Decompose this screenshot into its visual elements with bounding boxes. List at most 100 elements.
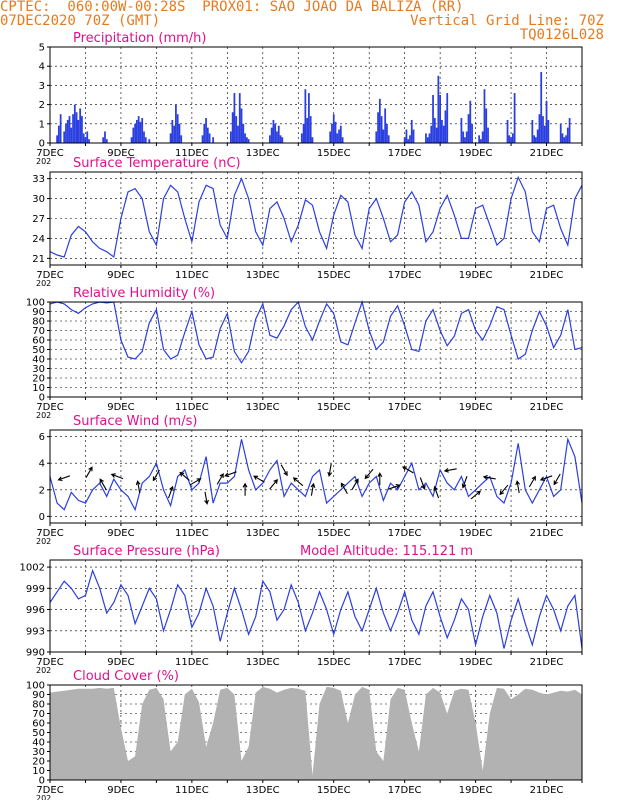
humidity-xtick-label: 7DEC: [36, 402, 63, 413]
humidity-ytick-label: 100: [26, 298, 45, 309]
precipitation-bar: [513, 93, 516, 143]
pressure-xtick-label: 9DEC: [107, 657, 134, 668]
cloud-xtick-label: 7DEC: [36, 785, 63, 796]
precipitation-bar: [387, 135, 390, 143]
cloud-ytick-label: 10: [32, 766, 45, 777]
precipitation-bar: [565, 135, 567, 143]
precipitation-title: Precipitation (mm/h): [73, 31, 206, 46]
humidity-ytick-label: 50: [32, 345, 45, 356]
humidity-xtick-label: 11DEC: [175, 402, 209, 413]
wind-arrow: [528, 475, 536, 488]
humidity-ytick-label: 10: [32, 383, 45, 394]
precipitation-bar: [409, 135, 411, 143]
wind-arrow: [461, 476, 468, 489]
precipitation-bar: [341, 137, 344, 143]
pressure-ytick-label: 999: [26, 584, 45, 595]
wind-arrow: [482, 474, 496, 480]
cloud-ytick-label: 0: [39, 776, 45, 787]
cloud-ytick-label: 60: [32, 719, 45, 730]
precipitation-bar: [137, 116, 140, 143]
precipitation-frame: [49, 46, 583, 144]
precipitation-bar: [508, 135, 511, 143]
precipitation-bar: [66, 119, 69, 143]
precipitation-bar: [178, 123, 181, 143]
precipitation-bar: [235, 116, 238, 143]
precipitation-bar: [334, 121, 337, 143]
wind-arrow: [401, 466, 414, 474]
precipitation-bar: [206, 127, 209, 143]
precipitation-bar: [382, 129, 385, 143]
precipitation-bar: [545, 100, 548, 143]
precipitation-bar: [304, 89, 307, 143]
temperature-ytick-label: 27: [32, 214, 45, 225]
pressure-xtick-label: 17DEC: [388, 657, 422, 668]
wind-ytick-label: 0: [39, 512, 45, 523]
precipitation-bar: [536, 129, 539, 143]
precipitation-bar: [471, 123, 473, 143]
precipitation-bar: [462, 131, 465, 143]
precipitation-bar: [84, 137, 87, 143]
wind-title: Surface Wind (m/s): [73, 414, 197, 429]
precipitation-bar: [132, 127, 135, 143]
cloud-year-label: 202: [36, 794, 51, 800]
precipitation-bar: [233, 93, 236, 143]
precipitation-bar: [56, 135, 58, 143]
precipitation-bar: [464, 137, 466, 143]
wind-xtick-label: 15DEC: [317, 528, 351, 539]
wind-frame: [49, 429, 583, 524]
precipitation-ytick-label: 0: [39, 139, 45, 150]
humidity-xtick-label: 9DEC: [107, 402, 134, 413]
precipitation-bar: [130, 137, 133, 143]
precipitation-bar: [79, 108, 82, 143]
precipitation-bar: [144, 137, 147, 143]
pressure-ytick-label: 993: [26, 626, 45, 637]
wind-arrow: [179, 471, 190, 481]
wind-arrow: [443, 467, 457, 473]
wind-xtick-label: 21DEC: [530, 528, 564, 539]
precipitation-bar: [73, 104, 76, 143]
cloud-ytick-label: 90: [32, 690, 45, 701]
precipitation-bar: [245, 137, 248, 143]
temperature-line: [49, 175, 583, 259]
precipitation-bar: [81, 116, 83, 143]
precipitation-bar: [469, 100, 472, 143]
precipitation-ytick-label: 2: [39, 100, 45, 111]
temperature-xtick-label: 9DEC: [107, 270, 134, 281]
precipitation-year-label: 202: [36, 157, 51, 166]
precipitation-bar: [302, 123, 305, 143]
wind-arrow: [351, 478, 359, 490]
precipitation-bar: [75, 112, 78, 143]
precipitation-bar: [269, 135, 271, 143]
humidity-line: [49, 299, 583, 364]
humidity-ytick-label: 60: [32, 336, 45, 347]
cloud-xtick-label: 13DEC: [246, 785, 280, 796]
wind-arrow: [499, 484, 509, 496]
precipitation-bar: [465, 131, 468, 143]
precipitation-bar: [531, 119, 534, 143]
humidity-xtick-label: 15DEC: [317, 402, 351, 413]
wind-line: [49, 437, 583, 512]
humidity-year-label: 202: [36, 411, 51, 420]
wind-arrow: [310, 482, 316, 496]
wind-arrow: [539, 475, 553, 482]
pressure-line: [49, 568, 583, 649]
precipitation-bar: [425, 133, 427, 143]
precipitation-bar: [169, 133, 172, 143]
header-run-id: TQ0126L028: [519, 27, 604, 43]
wind-arrow: [85, 466, 93, 478]
wind-arrow: [340, 482, 348, 494]
precipitation-bar: [272, 119, 275, 143]
precipitation-bar: [139, 121, 142, 143]
precipitation-bar: [538, 114, 541, 143]
cloud-xtick-label: 21DEC: [530, 785, 564, 796]
humidity-ytick-label: 40: [32, 355, 45, 366]
cloud-ytick-label: 100: [26, 681, 45, 692]
precipitation-bar: [77, 119, 80, 143]
wind-arrow: [388, 483, 401, 490]
humidity-ytick-label: 30: [32, 364, 45, 375]
precipitation-bar: [426, 137, 429, 143]
cloud-xtick-label: 9DEC: [107, 785, 134, 796]
temperature-xtick-label: 19DEC: [459, 270, 493, 281]
temperature-ytick-label: 21: [32, 254, 45, 265]
